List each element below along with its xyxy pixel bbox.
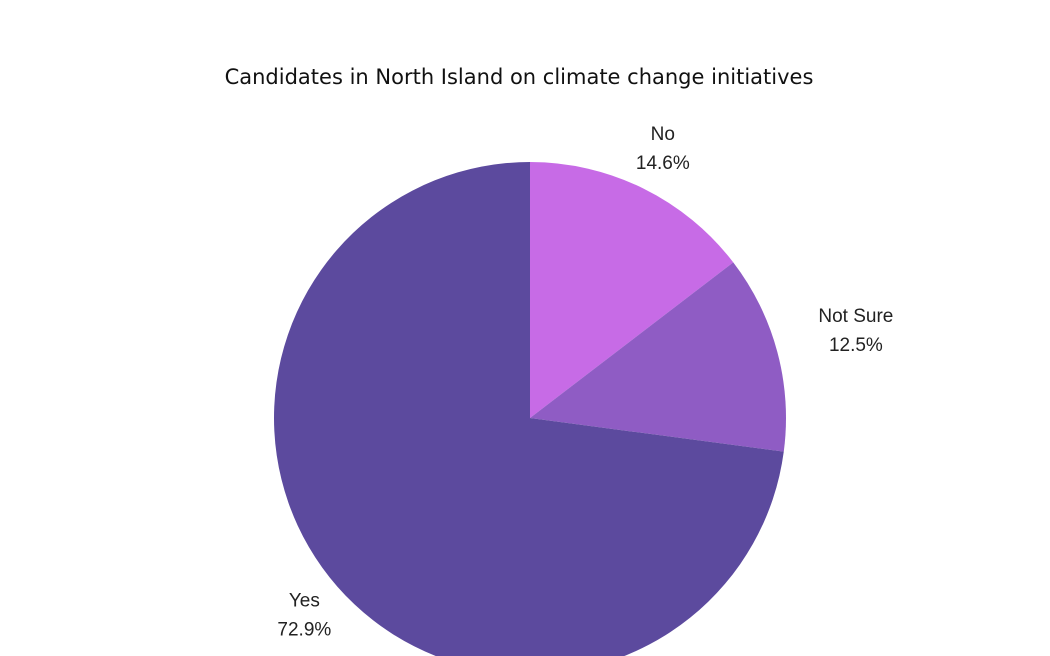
pie-slice xyxy=(530,162,734,418)
slice-value-label: 72.9% xyxy=(277,620,331,641)
slice-label: Yes xyxy=(289,591,320,612)
slice-label: Not Sure xyxy=(818,306,893,327)
slice-value-label: 12.5% xyxy=(829,335,883,356)
slice-label: No xyxy=(651,124,675,145)
chart-title: Candidates in North Island on climate ch… xyxy=(225,65,814,89)
pie-slice xyxy=(530,262,787,452)
slice-value-label: 14.6% xyxy=(636,153,690,174)
pie-slice xyxy=(274,162,784,656)
